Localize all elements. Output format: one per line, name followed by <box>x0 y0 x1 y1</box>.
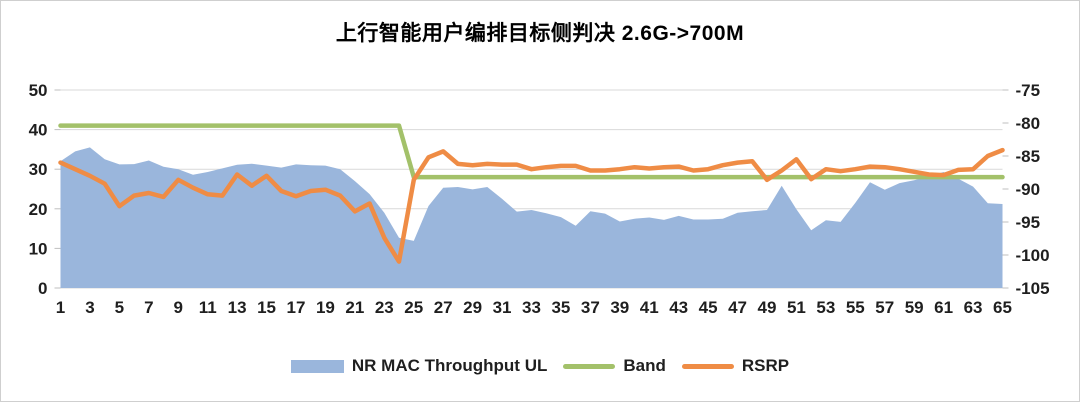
x-axis-label: 3 <box>85 298 94 317</box>
x-axis-label: 13 <box>228 298 247 317</box>
left-axis-label: 30 <box>29 160 48 179</box>
legend-item-rsrp: RSRP <box>681 356 790 376</box>
x-axis-label: 15 <box>257 298 276 317</box>
chart-title: 上行智能用户编排目标侧判决 2.6G->700M <box>335 22 745 45</box>
x-axis-label: 55 <box>846 298 865 317</box>
right-axis-label: -100 <box>1016 246 1050 265</box>
x-axis-label: 23 <box>375 298 394 317</box>
legend-label-rsrp: RSRP <box>741 356 790 375</box>
right-axis-label: -105 <box>1016 279 1050 298</box>
x-axis-label: 53 <box>816 298 835 317</box>
x-axis-label: 5 <box>115 298 124 317</box>
chart-legend: NR MAC Throughput UL Band RSRP <box>1 356 1079 376</box>
right-axis-label: -95 <box>1016 213 1041 232</box>
x-axis-label: 49 <box>758 298 777 317</box>
series-line-band <box>58 123 1005 180</box>
x-axis-label: 65 <box>993 298 1012 317</box>
x-axis-label: 21 <box>345 298 364 317</box>
left-axis-label: 40 <box>29 121 48 140</box>
legend-label-band: Band <box>623 356 666 375</box>
x-axis-label: 27 <box>434 298 453 317</box>
x-axis-label: 19 <box>316 298 335 317</box>
x-axis-label: 45 <box>699 298 718 317</box>
legend-swatch-band <box>563 363 616 369</box>
right-axis-label: -85 <box>1016 147 1041 166</box>
x-axis-label: 31 <box>493 298 512 317</box>
x-axis-label: 11 <box>199 298 217 317</box>
series-line-rsrp <box>58 147 1005 264</box>
left-axis-label: 0 <box>38 279 47 298</box>
series-area-nr-mac-throughput-ul <box>60 147 1003 288</box>
x-axis-label: 9 <box>174 298 183 317</box>
legend-item-throughput: NR MAC Throughput UL <box>290 356 548 376</box>
x-axis-label: 7 <box>144 298 153 317</box>
x-axis-label: 47 <box>728 298 747 317</box>
x-axis-label: 41 <box>640 298 659 317</box>
legend-swatch-rsrp <box>681 363 734 369</box>
legend-item-band: Band <box>563 356 666 376</box>
legend-label-throughput: NR MAC Throughput UL <box>351 356 548 375</box>
x-axis-label: 51 <box>787 298 806 317</box>
x-axis-label: 35 <box>551 298 570 317</box>
x-axis-label: 37 <box>581 298 600 317</box>
x-axis-label: 61 <box>934 298 953 317</box>
x-axis-label: 63 <box>964 298 983 317</box>
x-axis-label: 29 <box>463 298 482 317</box>
left-axis-label: 10 <box>29 239 48 258</box>
left-axis-label: 50 <box>29 81 48 100</box>
right-axis-label: -80 <box>1016 114 1041 133</box>
x-axis-label: 43 <box>669 298 688 317</box>
x-axis-label: 39 <box>610 298 629 317</box>
legend-swatch-throughput <box>290 359 344 373</box>
x-axis-label: 59 <box>905 298 924 317</box>
right-axis-label: -75 <box>1016 81 1041 100</box>
x-axis-label: 33 <box>522 298 541 317</box>
right-axis-label: -90 <box>1016 180 1041 199</box>
left-axis-label: 20 <box>29 200 48 219</box>
x-axis-label: 17 <box>287 298 306 317</box>
x-axis-label: 57 <box>875 298 894 317</box>
x-axis-label: 1 <box>56 298 65 317</box>
x-axis-label: 25 <box>404 298 423 317</box>
